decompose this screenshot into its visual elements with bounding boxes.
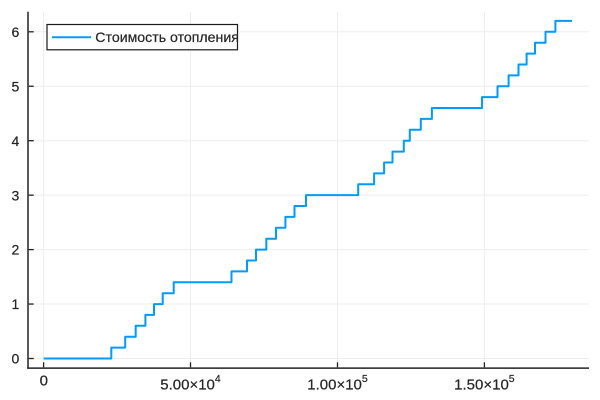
svg-text:4: 4 [12,133,20,149]
svg-text:5: 5 [12,78,20,94]
svg-text:Стоимость отопления: Стоимость отопления [95,29,239,45]
svg-text:0: 0 [40,372,48,389]
svg-text:1: 1 [12,296,20,312]
svg-text:3: 3 [12,187,20,203]
svg-text:1.00×105: 1.00×105 [307,373,368,394]
svg-text:2: 2 [12,242,20,258]
svg-text:6: 6 [12,24,20,40]
svg-text:1.50×105: 1.50×105 [454,373,515,394]
svg-text:0: 0 [12,351,20,367]
svg-text:5.00×104: 5.00×104 [160,373,221,394]
